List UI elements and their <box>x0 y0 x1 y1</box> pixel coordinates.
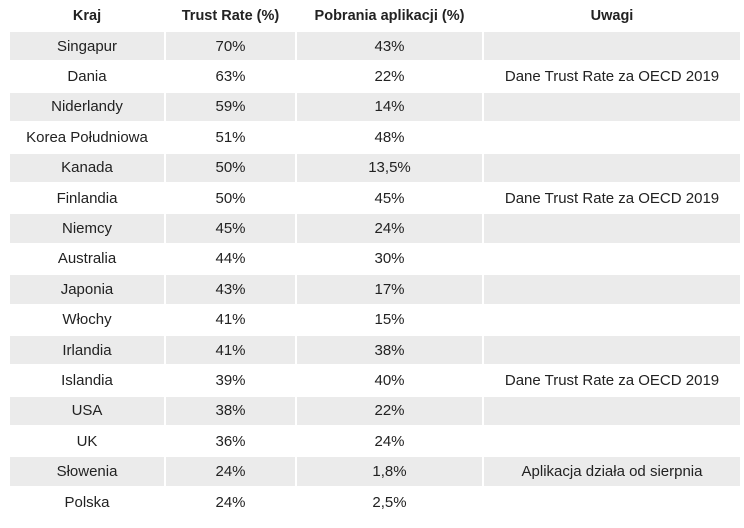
country-cell: Korea Południowa <box>10 123 164 152</box>
country-cell: Dania <box>10 62 164 91</box>
trust-rate-cell: 70% <box>166 32 295 61</box>
notes-cell: Dane Trust Rate za OECD 2019 <box>484 183 740 213</box>
table-row: Korea Południowa 51% 48% <box>10 123 740 152</box>
table-row: USA 38% 22% <box>10 396 740 426</box>
notes-cell <box>484 32 740 61</box>
country-cell: Japonia <box>10 275 164 304</box>
notes-cell <box>484 305 740 334</box>
data-table: Kraj Trust Rate (%) Pobrania aplikacji (… <box>8 0 742 518</box>
table-row: Niderlandy 59% 14% <box>10 92 740 122</box>
header-notes: Uwagi <box>590 8 634 24</box>
table-body: Singapur 70% 43% Dania 63% 22% Dane Trust Rate… <box>10 32 740 517</box>
app-downloads-cell: 45% <box>297 183 482 213</box>
app-downloads-cell: 14% <box>297 92 482 122</box>
table-row: Japonia 43% 17% <box>10 275 740 304</box>
notes-cell: Dane Trust Rate za OECD 2019 <box>484 62 740 91</box>
app-downloads-cell: 48% <box>297 123 482 152</box>
app-downloads-cell: 2,5% <box>297 487 482 517</box>
notes-cell <box>484 335 740 365</box>
table-row: Słowenia 24% 1,8% Aplikacja działa od sierp… <box>10 457 740 486</box>
trust-rate-cell: 45% <box>166 214 295 243</box>
table-row: UK 36% 24% <box>10 427 740 456</box>
app-downloads-cell: 22% <box>297 62 482 91</box>
notes-cell <box>484 396 740 426</box>
country-cell: Singapur <box>10 32 164 61</box>
trust-rate-cell: 43% <box>166 275 295 304</box>
notes-cell <box>484 153 740 182</box>
app-downloads-cell: 38% <box>297 335 482 365</box>
country-cell: Słowenia <box>10 457 164 486</box>
app-downloads-cell: 22% <box>297 396 482 426</box>
notes-cell: Aplikacja działa od sierpnia <box>484 457 740 486</box>
notes-cell <box>484 427 740 456</box>
trust-rate-cell: 36% <box>166 427 295 456</box>
notes-cell <box>484 92 740 122</box>
table-row: Niemcy 45% 24% <box>10 214 740 243</box>
app-downloads-cell: 24% <box>297 427 482 456</box>
country-cell: Niderlandy <box>10 92 164 122</box>
app-downloads-cell: 40% <box>297 366 482 395</box>
trust-rate-cell: 41% <box>166 335 295 365</box>
notes-cell <box>484 275 740 304</box>
trust-rate-cell: 50% <box>166 153 295 182</box>
table-row: Kanada 50% 13,5% <box>10 153 740 182</box>
header-trust-rate: Trust Rate (%) <box>181 8 280 24</box>
notes-cell <box>484 244 740 274</box>
country-cell: Kanada <box>10 153 164 182</box>
table-row: Australia 44% 30% <box>10 244 740 274</box>
trust-rate-cell: 59% <box>166 92 295 122</box>
trust-rate-cell: 63% <box>166 62 295 91</box>
app-downloads-cell: 17% <box>297 275 482 304</box>
country-cell: Islandia <box>10 366 164 395</box>
app-downloads-cell: 43% <box>297 32 482 61</box>
trust-rate-cell: 41% <box>166 305 295 334</box>
country-cell: Australia <box>10 244 164 274</box>
table-row: Włochy 41% 15% <box>10 305 740 334</box>
country-cell: UK <box>10 427 164 456</box>
trust-rate-cell: 50% <box>166 183 295 213</box>
app-downloads-cell: 30% <box>297 244 482 274</box>
trust-rate-cell: 44% <box>166 244 295 274</box>
header-app-downloads: Pobrania aplikacji (%) <box>314 8 465 24</box>
country-cell: Niemcy <box>10 214 164 243</box>
table-row: Irlandia 41% 38% <box>10 335 740 365</box>
notes-cell: Dane Trust Rate za OECD 2019 <box>484 366 740 395</box>
country-cell: Polska <box>10 487 164 517</box>
app-downloads-cell: 1,8% <box>297 457 482 486</box>
header-country: Kraj <box>72 8 102 24</box>
trust-rate-cell: 38% <box>166 396 295 426</box>
table-row: Polska 24% 2,5% <box>10 487 740 517</box>
trust-rate-cell: 24% <box>166 487 295 517</box>
app-downloads-cell: 15% <box>297 305 482 334</box>
app-downloads-cell: 24% <box>297 214 482 243</box>
table-row: Islandia 39% 40% Dane Trust Rate za OECD 20… <box>10 366 740 395</box>
country-cell: USA <box>10 396 164 426</box>
trust-rate-cell: 24% <box>166 457 295 486</box>
table-row: Finlandia 50% 45% Dane Trust Rate za OECD 2… <box>10 183 740 213</box>
notes-cell <box>484 214 740 243</box>
trust-rate-cell: 51% <box>166 123 295 152</box>
notes-cell <box>484 123 740 152</box>
header-row: Kraj Trust Rate (%) Pobrania aplikacji (… <box>10 2 740 30</box>
trust-rate-cell: 39% <box>166 366 295 395</box>
table-row: Dania 63% 22% Dane Trust Rate za OECD 2019 <box>10 62 740 91</box>
table-row: Singapur 70% 43% <box>10 32 740 61</box>
country-cell: Włochy <box>10 305 164 334</box>
country-cell: Finlandia <box>10 183 164 213</box>
app-downloads-cell: 13,5% <box>297 153 482 182</box>
country-cell: Irlandia <box>10 335 164 365</box>
notes-cell <box>484 487 740 517</box>
